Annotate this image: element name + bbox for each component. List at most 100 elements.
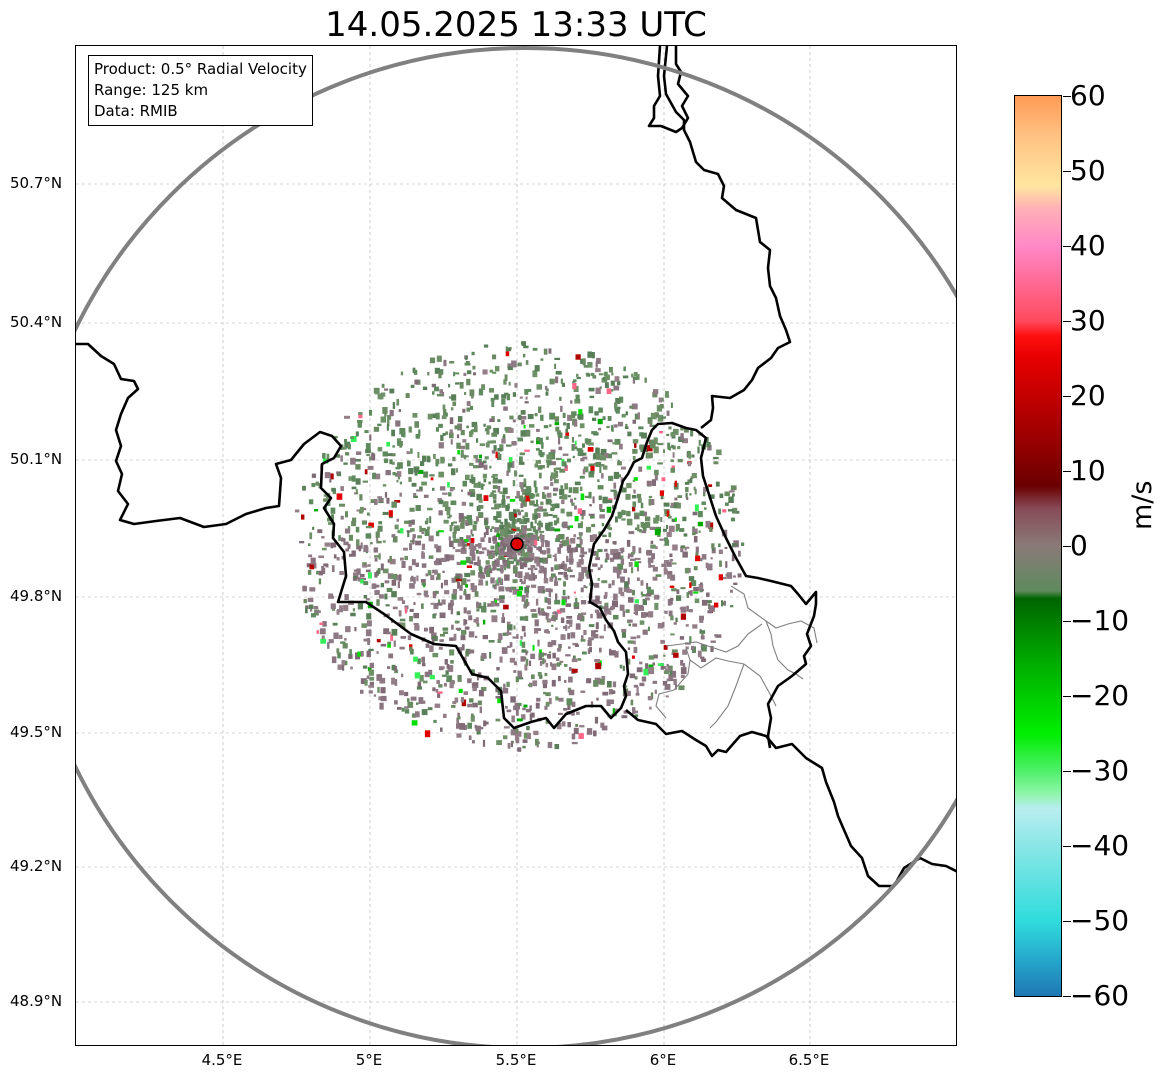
echo-pixel bbox=[477, 556, 480, 560]
echo-pixel bbox=[616, 551, 621, 559]
echo-pixel bbox=[694, 598, 700, 604]
echo-pixel bbox=[521, 482, 527, 488]
echo-pixel bbox=[502, 613, 505, 620]
echo-pixel bbox=[365, 443, 371, 450]
echo-pixel bbox=[463, 372, 467, 376]
echo-pixel bbox=[578, 413, 584, 420]
echo-pixel bbox=[551, 452, 556, 460]
echo-pixel bbox=[519, 520, 524, 523]
echo-pixel bbox=[524, 572, 530, 580]
echo-pixel bbox=[460, 573, 463, 580]
echo-pixel bbox=[682, 516, 687, 522]
echo-pixel bbox=[485, 580, 489, 586]
echo-pixel bbox=[322, 568, 326, 574]
radar-site-marker[interactable] bbox=[510, 537, 524, 551]
echo-pixel bbox=[670, 402, 673, 408]
echo-pixel bbox=[489, 418, 495, 423]
echo-pixel bbox=[408, 520, 412, 523]
echo-pixel bbox=[362, 665, 368, 669]
echo-pixel bbox=[315, 610, 321, 613]
echo-pixel bbox=[566, 619, 571, 624]
echo-pixel bbox=[547, 462, 552, 466]
echo-pixel bbox=[548, 348, 552, 354]
echo-pixel bbox=[587, 639, 592, 647]
echo-pixel bbox=[637, 604, 644, 609]
velocity-colorbar bbox=[1014, 95, 1062, 997]
echo-pixel bbox=[472, 702, 478, 708]
echo-pixel bbox=[502, 487, 508, 495]
echo-pixel bbox=[612, 566, 618, 573]
echo-pixel bbox=[348, 534, 353, 541]
echo-pixel bbox=[639, 620, 645, 625]
echo-pixel bbox=[476, 493, 482, 501]
echo-pixel bbox=[672, 544, 678, 551]
echo-pixel bbox=[638, 466, 643, 472]
echo-pixel bbox=[554, 357, 561, 360]
echo-pixel bbox=[415, 562, 419, 567]
echo-pixel bbox=[554, 520, 557, 526]
echo-pixel bbox=[438, 666, 444, 671]
echo-pixel bbox=[537, 639, 540, 647]
echo-pixel bbox=[421, 663, 426, 667]
echo-pixel bbox=[367, 512, 370, 516]
echo-pixel bbox=[520, 410, 526, 415]
echo-pixel bbox=[603, 624, 606, 632]
echo-pixel bbox=[522, 562, 528, 568]
radar-map[interactable] bbox=[75, 45, 957, 1046]
echo-pixel bbox=[458, 517, 462, 523]
echo-pixel bbox=[628, 531, 635, 535]
echo-pixel bbox=[517, 718, 523, 722]
echo-pixel bbox=[686, 546, 690, 549]
echo-pixel bbox=[422, 455, 427, 462]
echo-pixel bbox=[719, 493, 724, 499]
echo-pixel bbox=[540, 414, 544, 421]
echo-pixel bbox=[542, 550, 547, 555]
echo-pixel bbox=[455, 578, 462, 582]
echo-pixel bbox=[732, 543, 738, 546]
echo-pixel bbox=[592, 453, 598, 460]
echo-pixel bbox=[467, 703, 473, 708]
echo-pixel bbox=[492, 493, 497, 500]
echo-pixel bbox=[543, 578, 549, 584]
echo-pixel bbox=[380, 687, 386, 694]
echo-pixel bbox=[586, 728, 593, 735]
echo-pixel bbox=[356, 568, 361, 575]
echo-pixel bbox=[543, 348, 548, 355]
echo-pixel bbox=[606, 608, 611, 615]
echo-pixel bbox=[608, 689, 613, 695]
echo-pixel bbox=[323, 563, 328, 567]
echo-pixel bbox=[666, 531, 672, 537]
echo-pixel bbox=[596, 357, 601, 364]
echo-pixel bbox=[474, 591, 479, 597]
echo-pixel bbox=[671, 444, 674, 449]
echo-pixel bbox=[521, 581, 526, 585]
echo-pixel bbox=[324, 505, 328, 511]
echo-pixel bbox=[492, 474, 498, 477]
echo-pixel bbox=[479, 443, 486, 447]
echo-pixel bbox=[568, 558, 574, 563]
echo-pixel bbox=[588, 471, 595, 478]
echo-pixel bbox=[576, 711, 580, 715]
echo-pixel bbox=[683, 533, 688, 537]
echo-pixel bbox=[595, 622, 599, 630]
echo-pixel bbox=[671, 518, 677, 522]
echo-pixel bbox=[550, 472, 556, 480]
echo-pixel bbox=[394, 700, 398, 705]
echo-pixel bbox=[490, 609, 497, 613]
echo-pixel bbox=[344, 528, 351, 534]
echo-pixel bbox=[414, 379, 419, 385]
echo-pixel bbox=[718, 508, 721, 515]
echo-pixel bbox=[532, 536, 538, 540]
echo-pixel bbox=[478, 388, 484, 396]
echo-pixel bbox=[377, 568, 381, 575]
echo-pixel bbox=[433, 454, 436, 459]
echo-pixel bbox=[498, 586, 505, 592]
echo-pixel bbox=[495, 451, 498, 459]
echo-pixel bbox=[540, 501, 544, 506]
echo-pixel bbox=[562, 461, 567, 467]
echo-pixel bbox=[518, 586, 523, 591]
echo-pixel bbox=[591, 599, 598, 605]
echo-pixel bbox=[468, 542, 474, 550]
echo-pixel bbox=[651, 479, 656, 486]
echo-pixel bbox=[467, 491, 473, 496]
